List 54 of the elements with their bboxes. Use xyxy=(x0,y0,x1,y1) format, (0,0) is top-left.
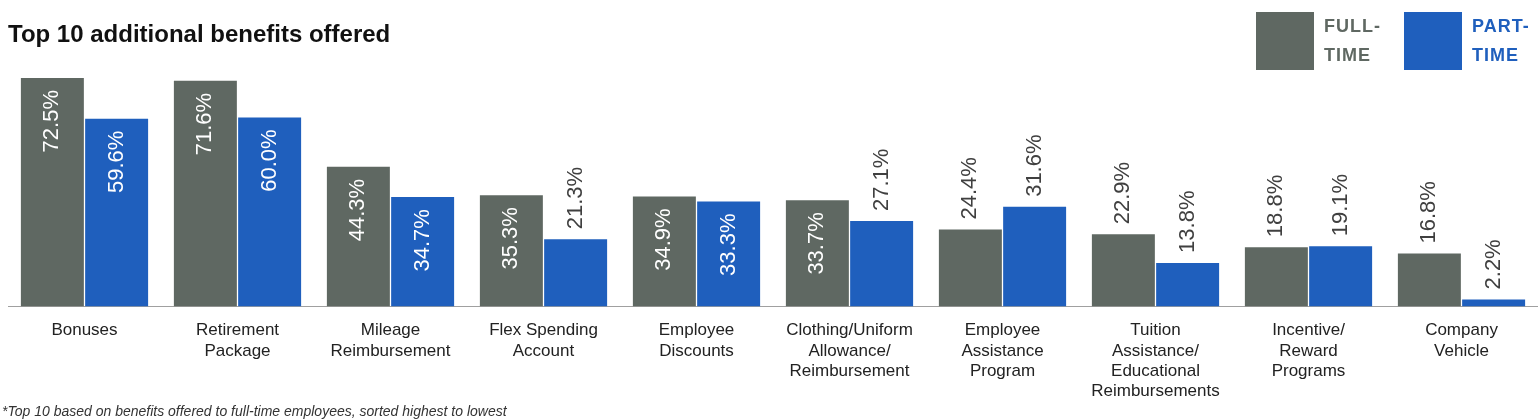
x-tick-label: Employee Discounts xyxy=(658,320,735,360)
bar xyxy=(632,196,696,307)
bar xyxy=(1397,253,1461,307)
bar xyxy=(326,166,390,307)
data-label: 19.1% xyxy=(1326,173,1352,237)
data-label: 33.3% xyxy=(714,213,740,276)
bar xyxy=(1244,247,1308,307)
data-label: 16.8% xyxy=(1415,181,1441,244)
data-label: 35.3% xyxy=(497,207,523,270)
bar xyxy=(1003,206,1067,307)
x-tick-label: Retirement Package xyxy=(195,320,280,360)
data-label: 34.7% xyxy=(408,209,434,272)
x-tick-label: Incentive/ Reward Programs xyxy=(1271,320,1346,381)
bar xyxy=(1091,234,1155,307)
bar xyxy=(544,239,608,307)
bar xyxy=(785,200,849,307)
data-label: 34.9% xyxy=(650,208,676,271)
bar xyxy=(20,78,84,307)
data-label: 71.6% xyxy=(191,92,217,156)
data-label: 24.4% xyxy=(956,157,982,220)
x-tick-label: Tuition Assistance/ Educational Reimbursements xyxy=(1091,320,1220,401)
data-label: 22.9% xyxy=(1109,161,1135,225)
x-tick-label: Flex Spending Account xyxy=(489,320,598,360)
x-tick-label: Bonuses xyxy=(51,320,118,340)
chart-title: Top 10 additional benefits offered xyxy=(8,20,391,48)
x-tick-label: Company Vehicle xyxy=(1425,320,1499,360)
text: PART-TIME xyxy=(1472,15,1531,67)
bar xyxy=(850,221,914,307)
data-label: 72.5% xyxy=(38,90,64,153)
data-label: 2.2% xyxy=(1479,239,1505,290)
bar xyxy=(238,117,302,307)
data-label: 13.8% xyxy=(1173,190,1199,253)
data-label: 44.3% xyxy=(344,178,370,242)
bar xyxy=(391,197,455,307)
bar xyxy=(1462,299,1526,307)
bar xyxy=(697,201,761,307)
data-label: 59.6% xyxy=(102,130,128,194)
data-label: 18.8% xyxy=(1262,174,1288,238)
text: FULL-TIME xyxy=(1324,15,1382,67)
text: *Top 10 based on benefits offered to full-time employees, sorted highest to lowest xyxy=(2,403,507,419)
bar xyxy=(173,80,237,307)
bar xyxy=(479,195,543,307)
data-label: 21.3% xyxy=(561,166,587,230)
data-label: 31.6% xyxy=(1020,134,1046,197)
bar xyxy=(1156,262,1220,307)
bar xyxy=(938,229,1002,307)
x-tick-label: Employee Assistance Program xyxy=(961,320,1044,381)
data-label: 27.1% xyxy=(867,148,893,212)
x-tick-label: Clothing/Uniform Allowance/ Reimbursement xyxy=(786,320,913,381)
data-label: 60.0% xyxy=(255,129,281,192)
data-label: 33.7% xyxy=(803,212,829,275)
bar xyxy=(1309,246,1373,307)
x-tick-label: Mileage Reimbursement xyxy=(330,320,451,360)
bar xyxy=(85,118,149,307)
